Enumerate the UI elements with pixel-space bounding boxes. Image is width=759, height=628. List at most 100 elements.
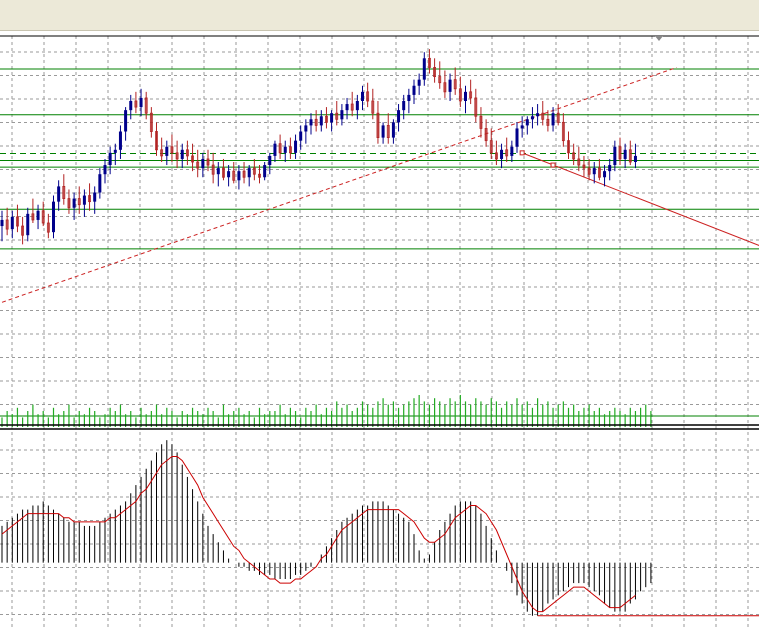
candle-body (41, 210, 45, 224)
candle (41, 201, 45, 227)
candle (72, 192, 76, 220)
candle (417, 73, 421, 95)
candle (149, 107, 153, 138)
macd-signal (1, 456, 759, 617)
candle-body (258, 173, 261, 178)
candle (222, 158, 225, 181)
macd-histogram (1, 440, 652, 616)
trendline (521, 152, 759, 246)
candle (185, 140, 189, 166)
candle (453, 67, 457, 95)
candle (155, 122, 158, 156)
candle (93, 186, 97, 214)
candle (500, 143, 504, 169)
candle (10, 210, 14, 239)
candle-body (397, 110, 401, 123)
candle-body (196, 161, 200, 169)
window-toolbar (0, 0, 759, 31)
candle-body (57, 186, 61, 202)
candle-body (422, 58, 426, 80)
candle-body (309, 119, 313, 126)
price-levels (0, 68, 759, 417)
candle-body (556, 112, 560, 123)
candle (464, 85, 467, 114)
candle (263, 162, 267, 181)
candle (469, 79, 473, 105)
candle (505, 137, 509, 162)
candle-body (366, 91, 370, 102)
candle-body (118, 131, 122, 150)
candle (515, 122, 519, 153)
candle (247, 165, 251, 187)
candle-body (82, 195, 86, 205)
candle (252, 158, 256, 181)
candle-body (536, 113, 540, 117)
candle (88, 183, 91, 211)
candle (386, 113, 390, 144)
candle (52, 195, 55, 239)
chart-shift-marker (655, 36, 663, 41)
trendlines (1, 66, 759, 303)
candle (118, 125, 122, 159)
candle-body (222, 167, 225, 178)
candle-body (67, 198, 71, 209)
candle-body (412, 85, 416, 95)
candle-body (10, 216, 14, 230)
candle (309, 113, 313, 135)
candle (191, 143, 194, 172)
candle (5, 207, 9, 236)
candle-body (582, 164, 586, 169)
candle-body (263, 165, 267, 178)
candle (129, 94, 133, 120)
candle-body (577, 158, 581, 166)
candle (412, 79, 416, 105)
candle-body (247, 168, 251, 178)
candle (355, 94, 359, 120)
candle-body (628, 149, 632, 163)
candle (124, 107, 128, 141)
candle-body (98, 174, 102, 193)
candle (180, 143, 184, 169)
volume-bars (1, 395, 652, 427)
candle-body (572, 152, 576, 160)
candle-body (350, 103, 354, 111)
candle-body (330, 113, 334, 123)
candle-body (402, 101, 406, 111)
candle (335, 101, 339, 126)
candle (216, 162, 220, 187)
candle (541, 101, 545, 126)
candle-body (191, 155, 194, 163)
candle (227, 165, 231, 187)
candle (62, 174, 66, 205)
candle-body (613, 146, 617, 166)
candle (0, 210, 4, 242)
candle-body (623, 149, 627, 159)
candle (530, 107, 534, 129)
candle-body (180, 149, 184, 159)
candle-body (227, 171, 231, 178)
candle-body (108, 152, 112, 166)
candle-body (371, 100, 375, 114)
candle-body (376, 112, 380, 138)
candle-body (252, 167, 256, 175)
candle-body (144, 97, 148, 114)
candle (613, 140, 617, 172)
candle-body (417, 79, 421, 86)
candle (479, 107, 483, 138)
candle (510, 140, 514, 162)
candle (268, 152, 272, 175)
candle-body (155, 131, 158, 151)
candle-body (633, 155, 637, 162)
candle (319, 110, 323, 132)
candle-body (113, 149, 117, 153)
candle-body (443, 82, 447, 93)
candle-body (469, 91, 473, 99)
candle (26, 207, 30, 242)
candle-body (206, 158, 210, 166)
candle-body (288, 146, 292, 154)
pane-separator[interactable] (0, 424, 759, 430)
candle (16, 204, 19, 233)
candle (288, 137, 292, 159)
candle (36, 204, 40, 230)
candle-body (26, 213, 30, 236)
